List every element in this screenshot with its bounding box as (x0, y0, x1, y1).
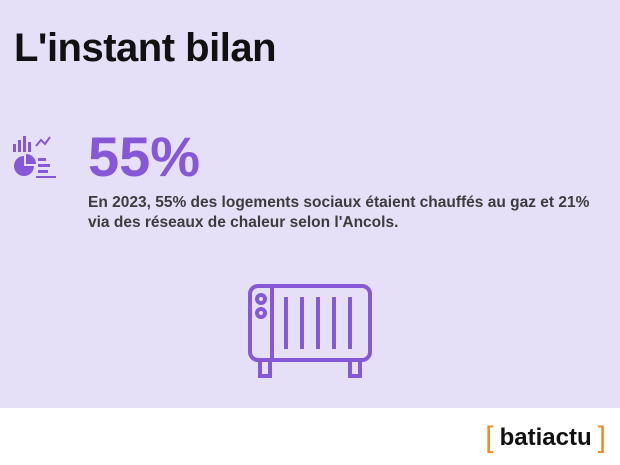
logo-bracket-left: [ (485, 421, 494, 454)
stat-value: 55% (88, 125, 201, 188)
batiactu-logo[interactable]: [ batiactu ] (485, 421, 606, 455)
logo-bracket-right: ] (597, 421, 606, 454)
infographic-panel: L'instant bilan 55% En 2023, 55% des log… (0, 0, 620, 408)
page-title: L'instant bilan (14, 26, 277, 70)
stat-description: En 2023, 55% des logements sociaux étaie… (88, 194, 590, 231)
footer (0, 408, 620, 465)
analytics-icon (13, 136, 56, 178)
logo-text: batiactu (499, 424, 592, 451)
radiator-icon (248, 284, 372, 378)
